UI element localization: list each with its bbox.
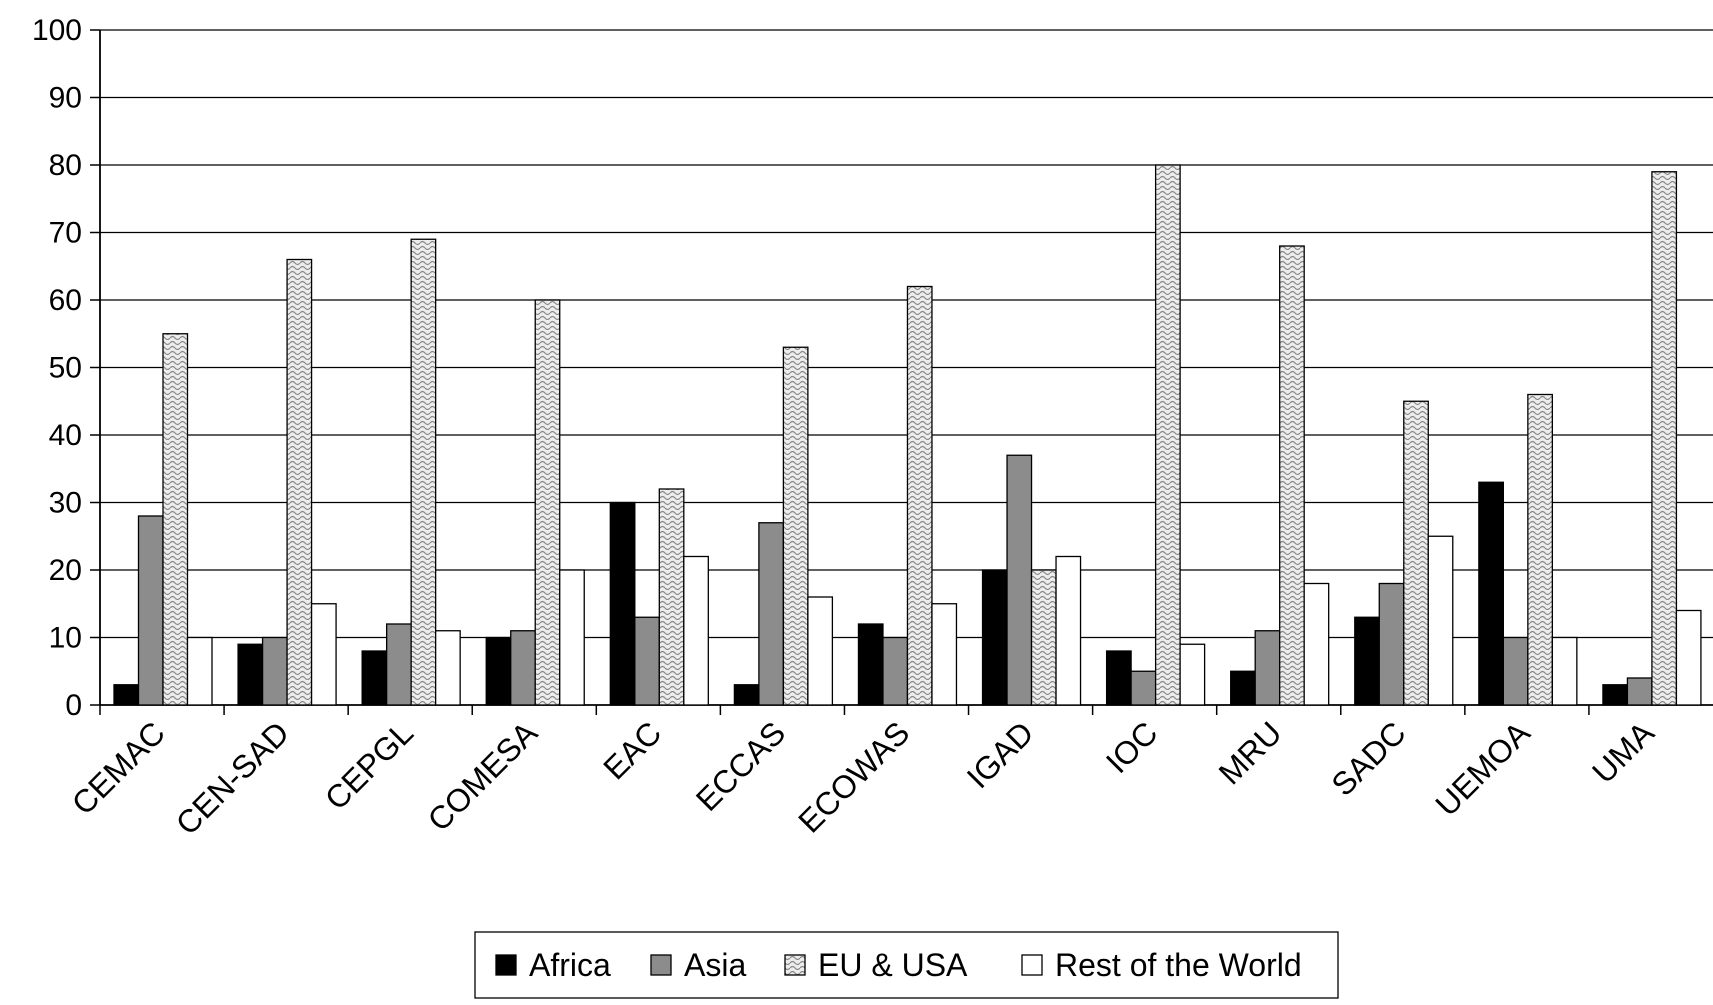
bar-asia-eccas — [758, 522, 785, 706]
category-label-eccas: ECCAS — [689, 714, 792, 817]
bar-eu-usa-uma — [1651, 171, 1678, 706]
y-tick-label: 0 — [65, 689, 82, 722]
y-tick-label: 30 — [49, 487, 82, 520]
category-label-cen-sad: CEN-SAD — [169, 714, 296, 841]
bar-africa-ecowas — [857, 623, 884, 706]
legend-label-3: Rest of the World — [1055, 947, 1302, 983]
bar-rest-of-the-world-ecowas — [931, 603, 958, 706]
bar-asia-mru — [1254, 630, 1281, 706]
bar-asia-uma — [1626, 677, 1653, 706]
bar-africa-cen-sad — [237, 643, 264, 706]
category-label-sadc: SADC — [1324, 714, 1412, 802]
bar-rest-of-the-world-uemoa — [1551, 636, 1578, 706]
bar-asia-uemoa — [1502, 636, 1529, 706]
category-label-cepgl: CEPGL — [318, 714, 420, 816]
bar-africa-igad — [981, 569, 1008, 706]
bar-eu-usa-uemoa — [1527, 393, 1553, 706]
y-tick-label: 40 — [49, 419, 82, 452]
bar-rest-of-the-world-cemac — [186, 636, 213, 706]
y-tick-label: 10 — [49, 622, 82, 655]
bar-rest-of-the-world-eccas — [807, 596, 834, 706]
bar-rest-of-the-world-igad — [1055, 555, 1082, 706]
bar-africa-ioc — [1105, 650, 1132, 706]
bar-africa-mru — [1230, 670, 1256, 706]
bar-africa-eccas — [733, 684, 760, 706]
bars — [113, 164, 1702, 706]
category-label-comesa: COMESA — [421, 714, 545, 838]
category-label-uemoa: UEMOA — [1428, 714, 1537, 823]
bar-africa-comesa — [485, 636, 512, 706]
legend-label-1: Asia — [684, 947, 746, 983]
bar-asia-ecowas — [882, 636, 909, 706]
bar-asia-comesa — [510, 630, 536, 706]
bar-africa-uma — [1602, 684, 1629, 706]
bar-eu-usa-cemac — [162, 333, 189, 706]
gridlines — [100, 29, 1713, 639]
y-tick-label: 50 — [49, 352, 82, 385]
bar-eu-usa-eccas — [782, 346, 809, 706]
y-tick-label: 80 — [49, 149, 82, 182]
bar-asia-cepgl — [386, 623, 412, 706]
bar-africa-cemac — [113, 684, 140, 706]
legend-swatch-2 — [784, 954, 806, 976]
bar-rest-of-the-world-cen-sad — [310, 603, 337, 706]
y-tick-label: 70 — [49, 217, 82, 250]
bar-rest-of-the-world-mru — [1303, 582, 1330, 706]
bar-africa-sadc — [1354, 616, 1380, 706]
category-label-eac: EAC — [596, 714, 668, 786]
y-tick-label: 60 — [49, 284, 82, 317]
bar-asia-eac — [634, 616, 660, 706]
bar-eu-usa-cen-sad — [286, 258, 313, 706]
legend-swatch-0 — [495, 954, 517, 976]
y-tick-label: 90 — [49, 82, 82, 115]
category-label-igad: IGAD — [960, 714, 1041, 795]
bar-africa-cepgl — [361, 650, 388, 706]
legend: Africa Asia EU & USA Rest of the World — [474, 931, 1339, 999]
category-label-ioc: IOC — [1099, 714, 1165, 780]
category-label-uma: UMA — [1585, 714, 1661, 790]
legend-box — [474, 931, 1339, 999]
bar-eu-usa-comesa — [534, 299, 561, 706]
bar-eu-usa-sadc — [1403, 400, 1429, 706]
category-label-cemac: CEMAC — [65, 714, 172, 821]
bar-rest-of-the-world-eac — [683, 555, 709, 706]
bar-eu-usa-ecowas — [906, 285, 933, 706]
legend-label-2: EU & USA — [818, 947, 968, 983]
bar-rest-of-the-world-sadc — [1427, 535, 1454, 706]
y-tick-label: 20 — [49, 554, 82, 587]
category-label-ecowas: ECOWAS — [791, 714, 916, 839]
bar-rest-of-the-world-comesa — [559, 569, 585, 706]
bar-asia-cemac — [137, 515, 164, 706]
category-label-mru: MRU — [1212, 714, 1289, 791]
bar-africa-eac — [609, 501, 636, 706]
bar-eu-usa-ioc — [1154, 164, 1181, 706]
legend-swatch-3 — [1021, 954, 1043, 976]
bar-eu-usa-cepgl — [410, 238, 437, 706]
y-tick-label: 100 — [32, 14, 82, 47]
bar-asia-ioc — [1130, 670, 1157, 706]
bar-asia-igad — [1006, 454, 1033, 706]
bar-eu-usa-igad — [1030, 569, 1057, 706]
bar-rest-of-the-world-uma — [1675, 609, 1702, 706]
bar-eu-usa-eac — [658, 488, 685, 706]
bar-asia-cen-sad — [261, 636, 288, 706]
bar-africa-uemoa — [1478, 481, 1504, 706]
bar-eu-usa-mru — [1279, 245, 1305, 706]
bar-rest-of-the-world-ioc — [1179, 643, 1206, 706]
legend-swatch-1 — [650, 954, 672, 976]
bar-rest-of-the-world-cepgl — [435, 630, 461, 706]
legend-label-0: Africa — [529, 947, 611, 983]
bar-asia-sadc — [1378, 582, 1405, 706]
